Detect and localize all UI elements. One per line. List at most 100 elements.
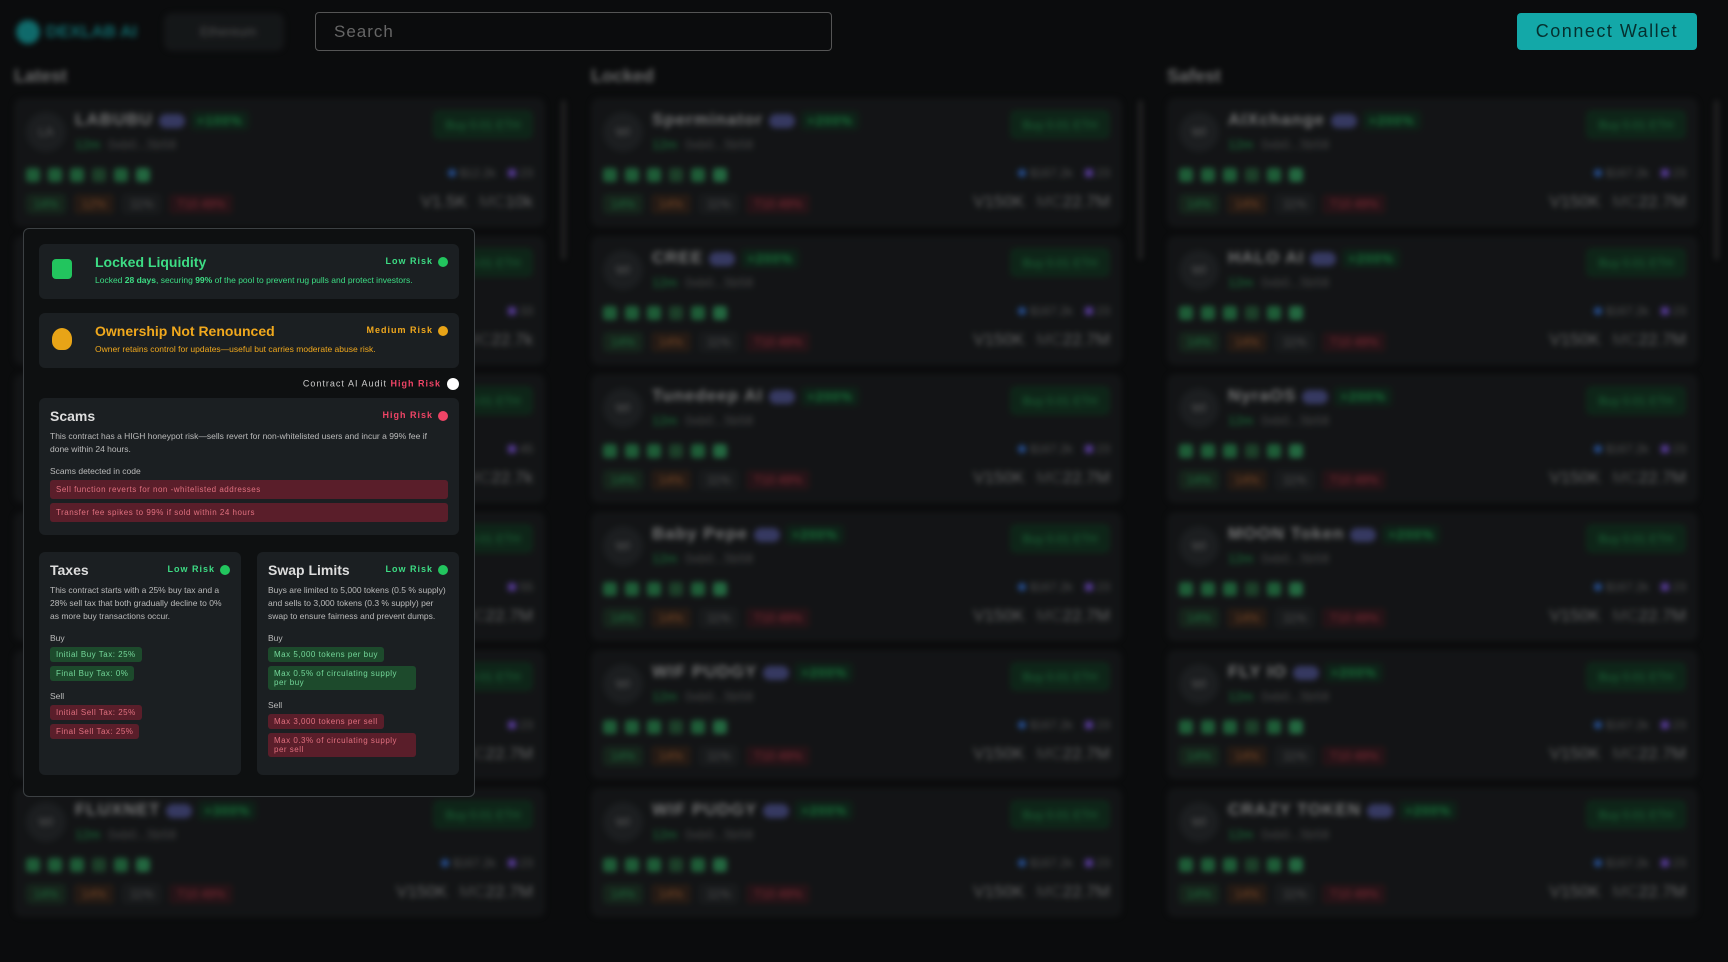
buy-button[interactable]: Buy 0.01 ETH <box>1586 800 1686 829</box>
feature-icon <box>1289 306 1303 320</box>
risk-text: Low Risk <box>385 256 433 266</box>
token-name-row: WIF PUDGY +200% <box>652 800 854 821</box>
ownership-desc: Owner retains control for updates—useful… <box>95 344 376 354</box>
token-name: WIF PUDGY <box>652 662 758 681</box>
buy-button[interactable]: Buy 0.01 ETH <box>1010 800 1110 829</box>
liquidity: $167.2k <box>1029 166 1073 180</box>
buy-button[interactable]: Buy 0.01 ETH <box>1010 386 1110 415</box>
holders: 23 <box>1096 166 1110 180</box>
liquidity-holders: 33 <box>496 304 533 318</box>
holders: 23 <box>1096 856 1110 870</box>
avatar: WI <box>1179 526 1219 566</box>
address: 0xb0...5b58 <box>685 551 754 566</box>
buy-button[interactable]: Buy 0.01 ETH <box>1010 662 1110 691</box>
dot <box>447 169 456 177</box>
feature-icon <box>92 168 106 182</box>
feature-icon <box>669 858 683 872</box>
swap-desc: Buys are limited to 5,000 tokens (0.5 % … <box>268 585 446 621</box>
feature-icon <box>92 858 106 872</box>
avatar: LA <box>26 112 66 152</box>
desc-part: Locked <box>95 275 125 285</box>
icons <box>603 858 727 872</box>
connect-wallet-button[interactable]: Connect Wallet <box>1517 13 1697 50</box>
stat-chip: 14% <box>651 332 692 352</box>
logo-icon <box>16 20 40 44</box>
stat-chip: 14% <box>26 884 67 904</box>
token-card: WI FLUXNET +300% 12m 0xb0...5b58 Buy 0.01 ETH… <box>14 788 545 917</box>
icons <box>26 168 150 182</box>
feature-icon <box>603 858 617 872</box>
toggle <box>1330 113 1357 128</box>
age-row: 12m 0xb0...5b58 <box>75 827 176 842</box>
mcap-label: MC <box>1612 192 1639 211</box>
stat-chip: 14% <box>1179 470 1220 490</box>
buy-button[interactable]: Buy 0.01 ETH <box>433 800 533 829</box>
token-card: WI WIF PUDGY +200% 12m 0xb0...5b58 Buy 0.01 E… <box>591 650 1122 779</box>
buy-button[interactable]: Buy 0.01 ETH <box>1586 386 1686 415</box>
holders-icon <box>1084 859 1093 867</box>
stats: 14% 14% 11% T10 49% <box>1179 332 1387 352</box>
buy-button[interactable]: Buy 0.01 ETH <box>433 110 533 139</box>
feature-icon <box>136 858 150 872</box>
toggle <box>166 803 193 818</box>
volume: 150K <box>407 882 448 901</box>
liquidity: $167.2k <box>1605 442 1649 456</box>
avatar: WI <box>603 250 643 290</box>
avatar: WI <box>1179 112 1219 152</box>
age-row: 12m 0xb0...5b58 <box>652 275 753 290</box>
stat-chip: T10 49% <box>746 470 811 490</box>
holders-icon <box>1660 307 1669 315</box>
audit-row[interactable]: Contract AI Audit High Risk <box>39 378 459 390</box>
feature-icon <box>669 306 683 320</box>
stat-chip: 14% <box>651 884 692 904</box>
token-name: LABUBU <box>75 110 153 129</box>
network-select[interactable]: Ethereum <box>164 13 284 51</box>
token-card: WI NyraOS +200% 12m 0xb0...5b58 Buy 0.01 ETH $… <box>1167 374 1698 503</box>
icons <box>1179 168 1303 182</box>
stat-chip: 11% <box>699 884 739 904</box>
icons <box>26 858 150 872</box>
avatar: WI <box>1179 250 1219 290</box>
buy-button[interactable]: Buy 0.01 ETH <box>1010 110 1110 139</box>
address: 0xb0...5b58 <box>1261 689 1330 704</box>
token-card: LA LABUBU +100% 12m 0xb0...5b58 Buy 0.01 ETH $… <box>14 98 545 227</box>
icons <box>1179 858 1303 872</box>
volume: 150K <box>984 468 1025 487</box>
stats: 14% 14% 11% T10 49% <box>603 746 811 766</box>
liquidity-holders: $167.2k 23 <box>1017 166 1110 180</box>
liquidity-holders: $167.2k 23 <box>1593 442 1686 456</box>
age-row: 12m 0xb0...5b58 <box>1228 689 1329 704</box>
mcap: 22.7M <box>1062 192 1110 211</box>
avatar: WI <box>1179 664 1219 704</box>
search-input[interactable]: Search <box>315 12 832 51</box>
buy-button[interactable]: Buy 0.01 ETH <box>1586 662 1686 691</box>
mcap: 22.7M <box>1638 744 1686 763</box>
ownership-box: Ownership Not Renounced Owner retains co… <box>39 313 459 368</box>
feature-icon <box>625 168 639 182</box>
buy-button[interactable]: Buy 0.01 ETH <box>1586 110 1686 139</box>
age-row: 12m 0xb0...5b58 <box>652 137 753 152</box>
stats: 14% 14% 11% T10 49% <box>26 884 234 904</box>
volume: 150K <box>984 882 1025 901</box>
stat-chip: 11% <box>699 746 739 766</box>
feature-icon <box>647 582 661 596</box>
stat-chip: 14% <box>651 194 692 214</box>
token-card: WI MOON Token +200% 12m 0xb0...5b58 Buy 0.01 … <box>1167 512 1698 641</box>
toggle <box>709 251 736 266</box>
mcap-label: MC <box>1036 192 1063 211</box>
liquidity-holders: $12.2k 23 <box>447 166 533 180</box>
feature-icon <box>70 168 84 182</box>
stats: 14% 12% 11% T10 49% <box>26 194 234 214</box>
feature-icon <box>691 168 705 182</box>
buy-button[interactable]: Buy 0.01 ETH <box>1586 524 1686 553</box>
buy-button[interactable]: Buy 0.01 ETH <box>1586 248 1686 277</box>
token-name-row: Baby Pepe +200% <box>652 524 844 545</box>
tag-wrap: Max 0.5% of circulating supply per buy <box>268 662 448 690</box>
buy-button[interactable]: Buy 0.01 ETH <box>1010 248 1110 277</box>
feature-icon <box>1267 444 1281 458</box>
toggle <box>1367 803 1394 818</box>
holders-icon <box>507 445 516 453</box>
buy-button[interactable]: Buy 0.01 ETH <box>1010 524 1110 553</box>
mcap-label: MC <box>1612 606 1639 625</box>
liquidity: $167.2k <box>1605 166 1649 180</box>
